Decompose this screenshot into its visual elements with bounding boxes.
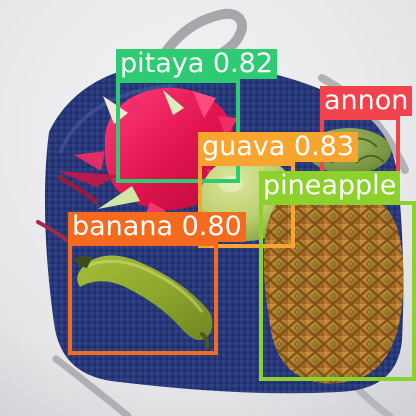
pitaya-bounding-box[interactable]: pitaya 0.82 (116, 49, 277, 183)
guava-bounding-box[interactable]: guava 0.83 (198, 132, 359, 248)
annon-detection-label: annon (320, 86, 413, 116)
pineapple-bounding-box[interactable]: pineapple (259, 171, 416, 381)
banana-detection-label: banana 0.80 (68, 212, 246, 242)
guava-detection-label: guava 0.83 (198, 132, 359, 162)
pitaya-detection-label: pitaya 0.82 (116, 49, 277, 79)
pineapple-detection-label: pineapple (259, 171, 401, 201)
banana-bounding-box[interactable]: banana 0.80 (68, 212, 246, 355)
